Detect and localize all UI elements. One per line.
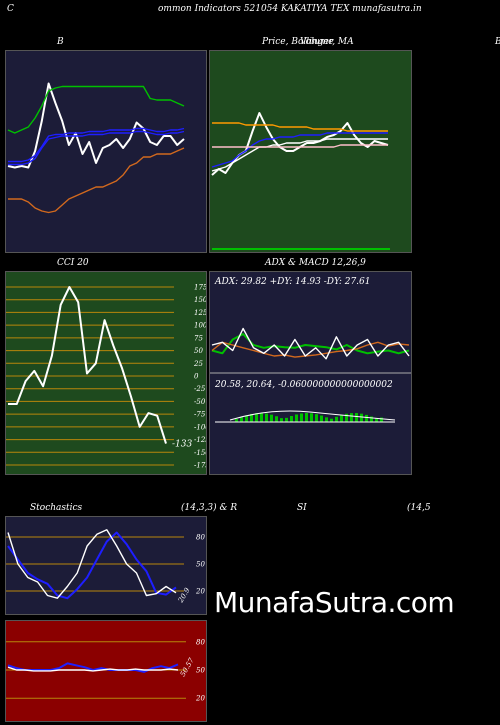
bollinger-series-line-1	[7, 85, 185, 134]
macd-histogram-bar	[370, 416, 373, 422]
rsi-panel-params: (14,5	[407, 503, 431, 513]
adx-series-line-1	[211, 341, 410, 358]
macd-histogram-bar	[355, 413, 358, 422]
watermark: MunafaSutra.com	[214, 586, 455, 619]
price-series-line-4	[212, 144, 388, 148]
macd-histogram-bar	[340, 415, 343, 422]
macd-histogram-bar	[315, 414, 318, 422]
macd-histogram-bar	[235, 419, 238, 422]
cci-tick-label: 50	[194, 347, 203, 355]
macd-histogram-bar	[330, 418, 333, 422]
cci-tick-label: 125	[194, 309, 206, 317]
stoch-last-value-label: 20.9	[176, 586, 191, 605]
bollinger-series-line-2	[8, 130, 185, 166]
adx-readout: ADX: 29.82 +DY: 14.93 -DY: 27.61	[214, 277, 371, 287]
macd-histogram-bar	[280, 418, 283, 422]
adx-series-line-2	[211, 327, 410, 360]
macd-histogram-bar	[285, 417, 288, 422]
macd-histogram-bar	[295, 414, 298, 422]
macd-histogram-bar	[260, 413, 263, 422]
rsi-chart: 80 50 20 50.57	[6, 638, 205, 703]
bollinger-series-line-0	[7, 82, 185, 169]
stochastics-chart: 80 50 20 20.9	[6, 529, 205, 605]
cci-tick-label: -125	[194, 436, 206, 444]
macd-histogram-bar	[320, 415, 323, 422]
cci-tick-label: 150	[194, 296, 206, 304]
bollinger-panel	[5, 50, 207, 253]
rsi-panel: 80 50 20 50.57	[5, 620, 207, 722]
cci-tick-label: 75	[194, 334, 203, 342]
macd-histogram-bar	[350, 413, 353, 422]
macd-histogram-bar	[240, 417, 243, 422]
adx-macd-panel: ADX: 29.82 +DY: 14.93 -DY: 27.61 20.58, …	[209, 271, 412, 475]
stoch-tick-label: 20	[195, 588, 205, 596]
cci-tick-label: 100	[194, 322, 206, 330]
bollinger-series-line-3	[8, 127, 185, 163]
rsi-last-value-label: 50.57	[179, 656, 196, 678]
cci-panel-title: CCI 20	[57, 258, 89, 268]
macd-signal-line	[229, 410, 396, 421]
stoch-series-line-1	[7, 529, 177, 599]
adx-series-line-0	[211, 333, 410, 355]
cci-tick-label: -150	[194, 449, 206, 457]
cci-tick-label: -25	[194, 385, 206, 393]
header-left-letter: C	[7, 4, 14, 14]
macd-histogram-bar	[305, 413, 308, 422]
bollinger-panel-title: B	[57, 37, 64, 47]
stoch-panel-params: (14,3,3) & R	[181, 503, 238, 513]
price-panel-title: Price, Bollinger, MA	[262, 37, 354, 47]
bollinger-chart	[7, 82, 185, 214]
cci-tick-label: -175	[194, 462, 206, 470]
macd-histogram-bar	[360, 413, 363, 422]
price-series-line-3	[212, 122, 388, 132]
cci-tick-label: 175	[194, 284, 206, 292]
rsi-series-line-1	[7, 666, 179, 672]
rsi-tick-label: 80	[196, 638, 205, 646]
macd-histogram-bar	[345, 413, 348, 422]
cci-panel: 175 150 125 100 75 50 25 0 -25 -50 -75 -100 -125 -150…	[5, 271, 207, 475]
macd-histogram-bar	[375, 418, 378, 422]
macd-histogram-bar	[255, 413, 258, 422]
macd-histogram-bar	[380, 417, 383, 422]
stochastics-panel: 80 50 20 20.9	[5, 516, 207, 615]
bollinger-series-line-4	[8, 147, 185, 214]
price-series-line-2	[211, 132, 388, 168]
macd-histogram-bar	[300, 413, 303, 422]
cci-last-value-label: -133	[172, 440, 192, 450]
macd-histogram-bar	[250, 413, 253, 422]
cci-tick-label: -50	[194, 398, 206, 406]
price-chart	[211, 112, 390, 250]
macd-histogram-bar	[290, 415, 293, 422]
right-edge-title: B	[495, 37, 500, 47]
stoch-tick-label: 50	[196, 561, 205, 569]
cci-tick-label: -75	[194, 411, 206, 419]
price-panel	[209, 50, 412, 253]
macd-histogram-bar	[245, 415, 248, 422]
macd-histogram-bar	[325, 417, 328, 422]
rsi-tick-label: 50	[196, 667, 205, 675]
price-series-line-1	[211, 138, 388, 172]
cci-tick-label: 0	[194, 373, 199, 381]
macd-histogram-bar	[270, 414, 273, 422]
adx-panel-title: ADX & MACD 12,26,9	[265, 258, 366, 268]
cci-tick-label: 25	[193, 360, 203, 368]
macd-histogram-bar	[265, 413, 268, 422]
price-panel-title-overlap: Volume	[300, 37, 334, 47]
macd-histogram-bar	[310, 413, 313, 422]
macd-histogram-bar	[275, 416, 278, 422]
cci-chart: 175 150 125 100 75 50 25 0 -25 -50 -75 -100 -125 -150…	[6, 284, 206, 470]
cci-tick-label: -100	[194, 423, 206, 431]
rsi-panel-title: SI	[297, 503, 307, 513]
header-title: ommon Indicators 521054 KAKATIYA TEX mun…	[158, 4, 422, 14]
macd-histogram-bar	[335, 416, 338, 422]
stoch-panel-title: Stochastics	[30, 503, 83, 513]
macd-histogram-bar	[365, 414, 368, 422]
rsi-tick-label: 20	[195, 695, 205, 703]
stoch-series-line-0	[7, 531, 177, 600]
adx-macd-chart: ADX: 29.82 +DY: 14.93 -DY: 27.61 20.58, …	[210, 277, 411, 423]
stoch-tick-label: 80	[196, 534, 205, 542]
macd-readout: 20.58, 20.64, -0.060000000000000002	[214, 380, 393, 390]
cci-series-line-0	[8, 286, 167, 444]
